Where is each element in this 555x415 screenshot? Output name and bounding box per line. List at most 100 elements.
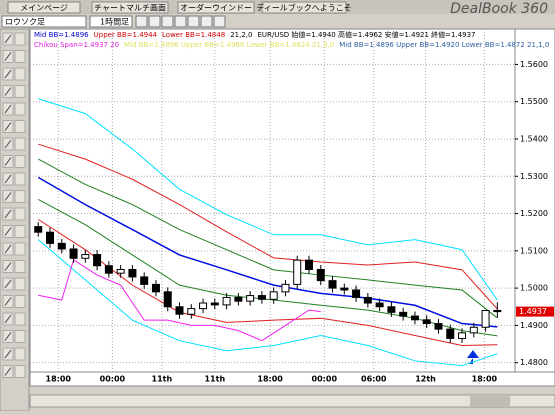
candle-body — [269, 291, 278, 300]
tool-button[interactable] — [14, 102, 26, 116]
tool-button[interactable] — [14, 155, 26, 168]
tool-button[interactable] — [14, 347, 26, 361]
tab[interactable] — [177, 1, 255, 14]
legend-text: EUR/USD 始値=1.4940 高値=1.4962 安値=1.4921 終値… — [257, 30, 475, 39]
tool-glyph — [4, 297, 12, 306]
candle-body — [458, 332, 467, 339]
y-tick-label: 1.5000 — [520, 284, 548, 293]
candle-body — [163, 291, 172, 308]
tab-label: ディールブックへようこそ — [256, 3, 351, 13]
y-tick-label: 1.4800 — [520, 358, 548, 367]
candle-body — [210, 302, 219, 306]
select[interactable] — [1, 15, 87, 28]
signal-arrow — [467, 350, 479, 364]
candle-body — [46, 231, 55, 244]
tool-button[interactable] — [14, 225, 26, 238]
tool-glyph — [4, 174, 12, 184]
logo: DealBook 360 — [450, 1, 548, 17]
scrollbar[interactable] — [29, 394, 555, 408]
x-tick-label: 00:00 — [312, 375, 338, 384]
tool-glyph — [4, 122, 12, 131]
candle-body — [328, 280, 337, 289]
tool-glyph — [4, 244, 12, 254]
candle-body — [316, 268, 325, 282]
tool-icons — [135, 15, 226, 28]
indicator-line — [38, 143, 498, 310]
x-tick-label: 11th — [152, 375, 173, 384]
indicator-line — [38, 158, 498, 319]
candle-body — [469, 326, 478, 334]
tool-glyph — [4, 227, 12, 236]
candle-body — [222, 296, 231, 306]
last-price-box — [516, 306, 554, 317]
select[interactable] — [89, 15, 133, 28]
tool-button[interactable] — [14, 260, 26, 273]
tool-glyph — [4, 69, 12, 79]
legend-text: Mid BB=1.4896 — [34, 31, 89, 39]
y-tick-label: 1.5500 — [520, 97, 548, 106]
plot-area — [29, 28, 516, 373]
tab-label: オーダーウインドー — [180, 3, 252, 13]
tool-button[interactable] — [14, 365, 26, 378]
tool-button[interactable] — [14, 67, 26, 81]
tool-glyph — [4, 52, 12, 61]
indicator-line — [37, 239, 498, 367]
select-text: ロウソク足 — [5, 18, 45, 27]
candle-body — [151, 283, 160, 293]
tool-button[interactable] — [14, 50, 26, 63]
scroll-thumb[interactable] — [470, 396, 510, 406]
legend-text: Mid BB=1.4896 Upper BB=1.4920 Lower BB=1… — [339, 41, 549, 49]
tool-glyph — [4, 104, 12, 114]
tool-button[interactable] — [14, 277, 26, 291]
y-tick-label: 1.5400 — [520, 134, 548, 143]
candle-body — [410, 315, 419, 321]
candle-body — [128, 268, 137, 278]
indicator-line — [38, 258, 321, 342]
x-tick-label: 18:00 — [472, 375, 498, 384]
indicator-line — [37, 176, 498, 328]
candle-body — [257, 295, 266, 300]
tab[interactable] — [91, 1, 169, 14]
candle-body — [116, 268, 125, 274]
candle-body — [175, 306, 184, 315]
tab[interactable] — [261, 1, 347, 14]
candle-body — [234, 296, 243, 302]
tool-button[interactable] — [14, 120, 26, 133]
select-text: 1時間足 — [100, 18, 129, 27]
candle-body — [81, 254, 90, 259]
tool-button[interactable] — [14, 312, 26, 326]
candle-body — [352, 289, 361, 298]
tool-button[interactable] — [14, 207, 26, 221]
tool-glyph — [4, 87, 12, 96]
y-tick-label: 1.5100 — [520, 246, 548, 255]
tab-label: チャートマルチ画面 — [94, 4, 166, 13]
tool-button[interactable] — [14, 295, 26, 308]
tool-button[interactable] — [14, 242, 26, 256]
left-tools — [2, 32, 26, 378]
legend-text: Upper BB=1.4944 — [94, 31, 158, 39]
legend-text: 21,2,0 — [230, 31, 252, 39]
candle-body — [34, 226, 43, 233]
tool-button[interactable] — [14, 137, 26, 151]
candle-body — [387, 306, 396, 313]
candle-body — [293, 259, 302, 285]
tool-glyph — [4, 349, 12, 359]
candle-body — [199, 302, 208, 310]
candle-body — [363, 296, 372, 304]
y-tick-label: 1.4900 — [520, 321, 548, 330]
tool-button[interactable] — [14, 190, 26, 203]
tool-glyph — [4, 262, 12, 271]
candle-body — [422, 319, 431, 325]
x-tick-label: 12th — [415, 375, 436, 384]
tab[interactable] — [7, 1, 81, 14]
candle-body — [340, 287, 349, 291]
tool-button[interactable] — [14, 330, 26, 343]
tool-button[interactable] — [14, 32, 26, 46]
x-tick-label: 06:00 — [361, 375, 387, 384]
tool-glyph — [4, 367, 12, 376]
tool-glyph — [4, 192, 12, 201]
tool-button[interactable] — [14, 85, 26, 98]
tool-button[interactable] — [14, 172, 26, 186]
